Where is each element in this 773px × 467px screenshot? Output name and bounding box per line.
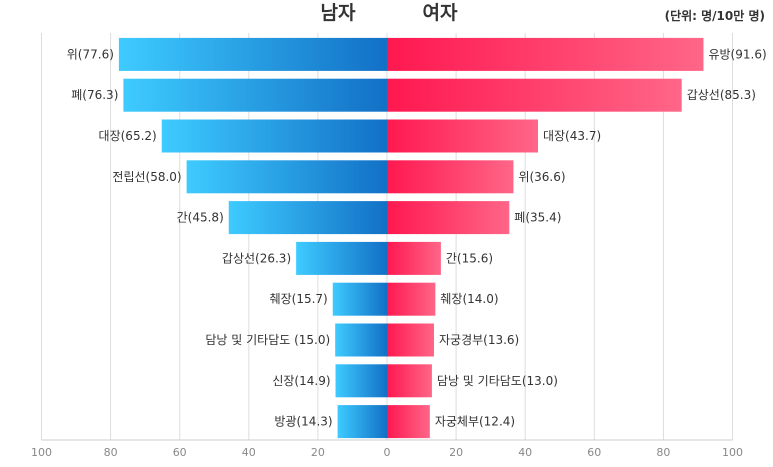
female-bar-label: 유방(91.6) xyxy=(708,47,766,61)
male-bar xyxy=(186,160,387,194)
female-bar-label: 폐(35.4) xyxy=(514,211,561,225)
x-tick-label: 40 xyxy=(242,446,256,459)
male-bar-label: 위(77.6) xyxy=(67,47,114,61)
x-tick-label: 80 xyxy=(104,446,118,459)
female-bar xyxy=(387,282,436,316)
female-bar-label: 자궁체부(12.4) xyxy=(435,415,515,429)
female-bar-label: 담낭 및 기타담도(13.0) xyxy=(437,374,558,388)
female-bar-label: 대장(43.7) xyxy=(543,129,601,143)
male-bar xyxy=(335,364,387,398)
male-bar xyxy=(337,405,387,439)
male-bar-label: 신장(14.9) xyxy=(272,374,330,388)
x-tick-label: 60 xyxy=(173,446,187,459)
male-bar xyxy=(296,241,387,275)
female-bar xyxy=(387,160,514,194)
x-tick-label: 100 xyxy=(722,446,743,459)
female-bar xyxy=(387,37,704,71)
male-bar-label: 폐(76.3) xyxy=(71,88,118,102)
bars xyxy=(118,37,704,439)
male-bar xyxy=(118,37,387,71)
x-tick-label: 0 xyxy=(384,446,391,459)
female-bar-label: 자궁경부(13.6) xyxy=(439,333,519,347)
unit-label: (단위: 명/10만 명) xyxy=(665,8,765,23)
male-bar xyxy=(228,201,387,235)
female-bar-label: 간(15.6) xyxy=(446,251,493,265)
female-bar-label: 췌장(14.0) xyxy=(440,292,498,306)
male-bar-label: 간(45.8) xyxy=(177,211,224,225)
male-bar xyxy=(161,119,387,153)
male-bar-label: 담낭 및 기타담도 (15.0) xyxy=(205,333,330,347)
female-bar xyxy=(387,201,510,235)
female-header: 여자 xyxy=(423,2,458,24)
female-bar xyxy=(387,241,441,275)
female-bar xyxy=(387,364,432,398)
x-tick-label: 80 xyxy=(656,446,670,459)
male-bar xyxy=(335,323,387,357)
x-tick-label: 60 xyxy=(587,446,601,459)
bar-labels: 위(77.6) 폐(76.3) 대장(65.2) 전립선(58.0) 간(45.8) 갑상… xyxy=(67,47,767,428)
male-bar-label: 방광(14.3) xyxy=(274,415,332,429)
male-bar xyxy=(123,78,388,112)
female-bar-label: 갑상선(85.3) xyxy=(687,88,756,102)
male-bar-label: 전립선(58.0) xyxy=(112,170,181,184)
female-bar xyxy=(387,405,430,439)
female-bar-label: 위(36.6) xyxy=(518,170,565,184)
x-tick-label: 20 xyxy=(449,446,463,459)
male-bar xyxy=(332,282,387,316)
male-header: 남자 xyxy=(321,2,356,24)
male-bar-label: 췌장(15.7) xyxy=(270,292,328,306)
x-axis-ticks: 100 80 60 40 20 0 20 40 60 80 100 xyxy=(31,446,743,459)
female-bar xyxy=(387,323,434,357)
x-tick-label: 40 xyxy=(518,446,532,459)
x-tick-label: 100 xyxy=(31,446,52,459)
x-tick-label: 20 xyxy=(311,446,325,459)
female-bar xyxy=(387,119,538,153)
male-bar-label: 갑상선(26.3) xyxy=(222,251,291,265)
female-bar xyxy=(387,78,682,112)
male-bar-label: 대장(65.2) xyxy=(99,129,157,143)
